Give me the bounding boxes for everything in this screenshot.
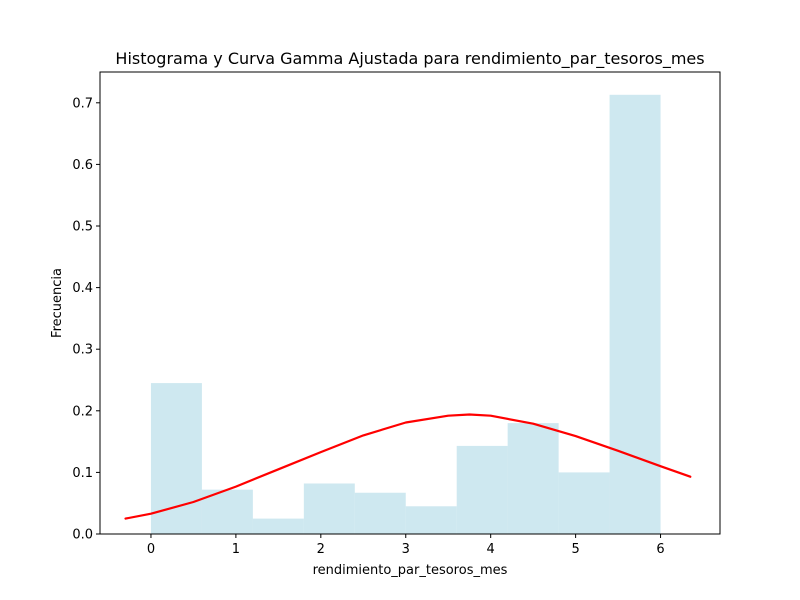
x-tick-label: 0 [147,542,155,557]
y-tick-label: 0.1 [72,466,93,481]
histogram-bars [150,94,661,535]
plot-frame [99,71,721,535]
y-tick-label: 0.2 [72,404,93,419]
histogram-bar [609,94,661,535]
x-tick-label: 1 [232,542,240,557]
y-tick-label: 0.7 [72,96,93,111]
y-tick-label: 0.4 [72,281,93,296]
histogram-bar [456,445,508,534]
y-axis-ticks: 0.0 0.1 0.2 0.3 0.4 0.5 0.6 0.7 [72,96,100,543]
histogram-bar [405,506,457,534]
gamma-curve-layer [124,413,692,520]
y-tick-label: 0.3 [72,343,93,358]
x-tick-label: 5 [571,542,579,557]
histogram-bar [252,518,304,534]
y-axis-label: Frecuencia [50,268,65,338]
histogram-bar [201,489,253,534]
x-axis-label: rendimiento_par_tesoros_mes [313,563,508,578]
x-tick-label: 6 [656,542,664,557]
histogram-bar [558,472,610,534]
x-tick-label: 2 [317,542,325,557]
histogram-bar [507,423,559,534]
x-axis-ticks: 0 1 2 3 4 5 6 [147,534,665,557]
x-tick-label: 4 [487,542,495,557]
histogram-bar [150,383,202,534]
y-tick-label: 0.6 [72,158,93,173]
x-tick-label: 3 [402,542,410,557]
histogram-bar [303,483,355,534]
y-tick-label: 0.5 [72,220,93,235]
y-tick-label: 0.0 [72,528,93,543]
histogram-bar [354,492,406,534]
chart-title: Histograma y Curva Gamma Ajustada para r… [115,49,704,69]
gamma-fit-curve [124,413,692,520]
